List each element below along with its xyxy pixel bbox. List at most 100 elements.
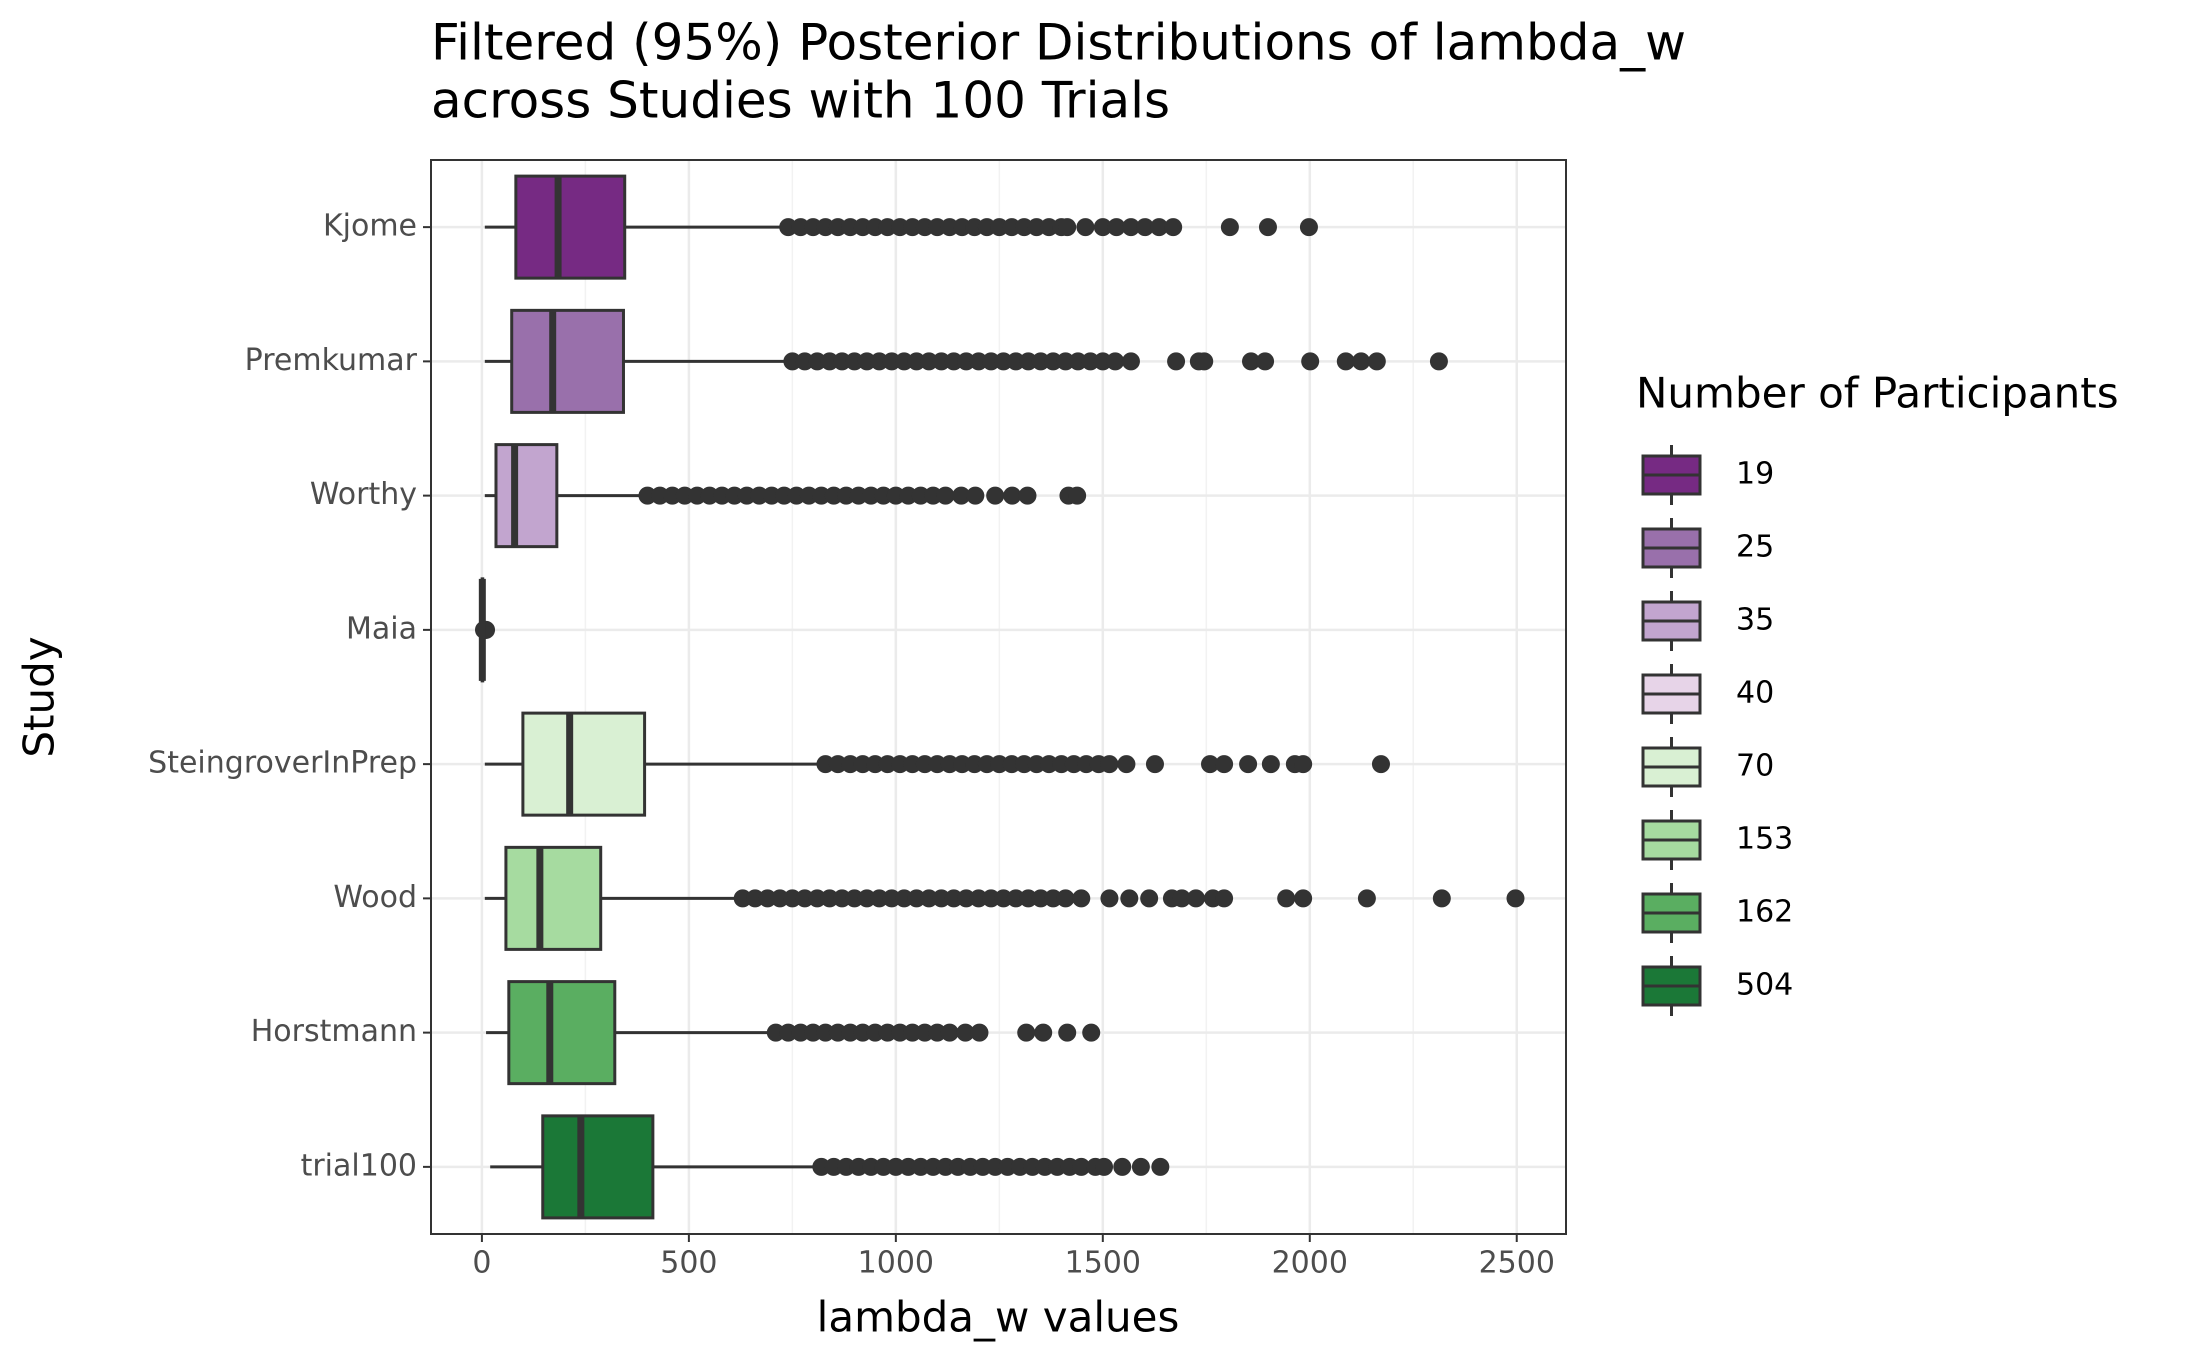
outlier: [1006, 889, 1025, 908]
legend-label: 162: [1736, 895, 1793, 930]
outlier: [1367, 352, 1386, 371]
outlier: [994, 352, 1013, 371]
outlier: [932, 889, 951, 908]
outlier: [1107, 218, 1126, 237]
outlier: [882, 352, 901, 371]
legend-label: 70: [1736, 749, 1774, 784]
outlier: [1006, 352, 1025, 371]
outlier: [812, 1157, 831, 1176]
outlier: [1277, 889, 1296, 908]
y-tick-label: trial100: [301, 1148, 417, 1183]
outlier: [970, 1023, 989, 1042]
outlier: [1172, 889, 1191, 908]
outlier: [944, 889, 963, 908]
outlier: [733, 889, 752, 908]
outlier: [994, 889, 1013, 908]
outlier: [1056, 352, 1075, 371]
outlier: [940, 218, 959, 237]
x-tick-label: 1000: [858, 1246, 934, 1281]
chart-title: Filtered (95%) Posterior Distributions o…: [431, 14, 1686, 72]
y-tick-label: Worthy: [310, 477, 417, 512]
outlier: [828, 218, 847, 237]
outlier: [845, 889, 864, 908]
outlier: [919, 352, 938, 371]
outlier: [816, 218, 835, 237]
outlier: [866, 218, 885, 237]
box: [507, 980, 617, 1086]
outlier: [1371, 755, 1390, 774]
outlier: [952, 486, 971, 505]
outlier: [663, 486, 682, 505]
outlier: [1352, 352, 1371, 371]
outlier: [746, 889, 765, 908]
outlier: [795, 889, 814, 908]
outlier: [965, 755, 984, 774]
outlier: [907, 889, 926, 908]
plot-border: [430, 159, 1567, 1235]
box: [541, 1114, 655, 1220]
outlier: [1261, 755, 1280, 774]
outlier: [1072, 1157, 1091, 1176]
outlier: [1002, 218, 1021, 237]
outlier: [1002, 755, 1021, 774]
outlier: [1039, 218, 1058, 237]
outlier: [911, 1157, 930, 1176]
outlier: [799, 486, 818, 505]
outlier: [750, 486, 769, 505]
outlier: [1058, 1023, 1077, 1042]
outlier: [940, 1023, 959, 1042]
outlier: [911, 486, 930, 505]
outlier: [1195, 352, 1214, 371]
outlier: [1121, 218, 1140, 237]
outlier: [857, 352, 876, 371]
outlier: [841, 1023, 860, 1042]
outlier: [828, 1023, 847, 1042]
outlier: [725, 486, 744, 505]
outlier: [928, 1023, 947, 1042]
outlier: [1093, 218, 1112, 237]
outlier: [1301, 352, 1320, 371]
outlier: [1019, 889, 1038, 908]
outlier: [1121, 352, 1140, 371]
outlier: [804, 1023, 823, 1042]
outlier: [965, 218, 984, 237]
outlier: [1239, 755, 1258, 774]
x-tick-label: 2500: [1479, 1246, 1555, 1281]
outlier: [862, 1157, 881, 1176]
outlier: [866, 755, 885, 774]
outlier: [816, 1023, 835, 1042]
outlier: [1034, 1023, 1053, 1042]
outlier: [886, 486, 905, 505]
outlier: [1093, 352, 1112, 371]
outlier: [638, 486, 657, 505]
outlier: [977, 755, 996, 774]
legend-label: 19: [1736, 457, 1774, 492]
outlier: [998, 1157, 1017, 1176]
outlier: [787, 486, 806, 505]
outlier: [824, 1157, 843, 1176]
legend-label: 40: [1736, 676, 1774, 711]
y-tick-label: Maia: [346, 611, 417, 646]
outlier: [853, 755, 872, 774]
outlier: [1432, 889, 1451, 908]
outlier: [948, 1157, 967, 1176]
outlier: [1031, 889, 1050, 908]
outlier: [969, 889, 988, 908]
outlier: [1077, 755, 1096, 774]
outlier: [1015, 755, 1034, 774]
outlier: [957, 889, 976, 908]
outlier: [903, 218, 922, 237]
outlier: [808, 352, 827, 371]
legend-label: 35: [1736, 603, 1774, 638]
x-tick-label: 1500: [1065, 1246, 1141, 1281]
box: [521, 711, 647, 817]
outlier: [650, 486, 669, 505]
outlier: [1072, 889, 1091, 908]
outlier: [1100, 889, 1119, 908]
outlier: [903, 1023, 922, 1042]
outlier: [973, 1157, 992, 1176]
outlier: [1082, 1023, 1101, 1042]
outlier: [837, 1157, 856, 1176]
outlier: [1100, 755, 1119, 774]
